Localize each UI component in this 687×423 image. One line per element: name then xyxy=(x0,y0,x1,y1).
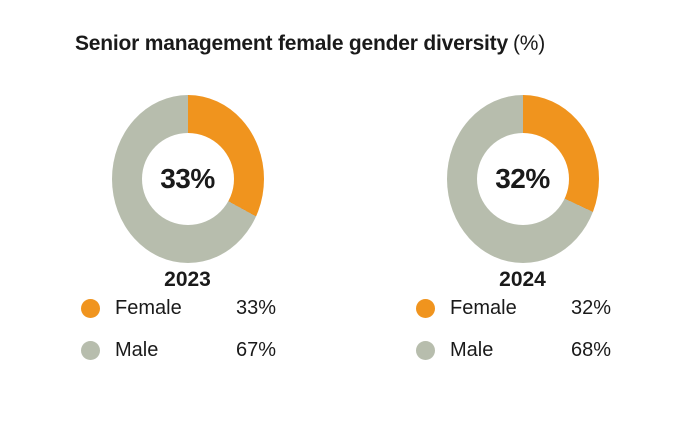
legend-value: 33% xyxy=(235,296,276,319)
legend-label: Male xyxy=(450,338,494,361)
legend-label: Male xyxy=(115,338,159,361)
legend-label: Female xyxy=(450,296,517,319)
legend-item-female: Female 33% xyxy=(81,296,276,320)
donut-center-label: 32% xyxy=(495,163,550,194)
legend-value: 32% xyxy=(570,296,611,319)
page-title-unit: (%) xyxy=(512,32,546,55)
legend-2024: Female 32% Male 68% xyxy=(410,296,635,362)
donut-chart-2023: 33% xyxy=(111,95,264,263)
year-label-2024: 2024 xyxy=(499,268,546,291)
legend-item-male: Male 68% xyxy=(416,338,611,362)
legend-2023: Female 33% Male 67% xyxy=(75,296,300,362)
legend-dot-female-icon xyxy=(416,298,435,318)
donut-chart-2024: 32% xyxy=(446,95,599,263)
legend-value: 68% xyxy=(570,338,611,361)
legend-dot-male-icon xyxy=(416,340,435,360)
legend-dot-male-icon xyxy=(81,340,100,360)
chart-block-2023: 33% 2023 Female 33% Male 67% xyxy=(75,90,300,380)
chart-block-2024: 32% 2024 Female 32% Male 68% xyxy=(410,90,635,380)
page-title: Senior management female gender diversit… xyxy=(75,32,545,56)
page-title-main: Senior management female gender diversit… xyxy=(75,32,508,55)
donut-hole: 33% xyxy=(141,133,234,225)
donut-hole: 32% xyxy=(476,133,569,225)
legend-value: 67% xyxy=(235,338,276,361)
legend-label: Female xyxy=(115,296,182,319)
year-label-2023: 2023 xyxy=(164,268,211,291)
donut-center-label: 33% xyxy=(160,163,215,194)
legend-dot-female-icon xyxy=(81,298,100,318)
legend-item-female: Female 32% xyxy=(416,296,611,320)
legend-item-male: Male 67% xyxy=(81,338,276,362)
